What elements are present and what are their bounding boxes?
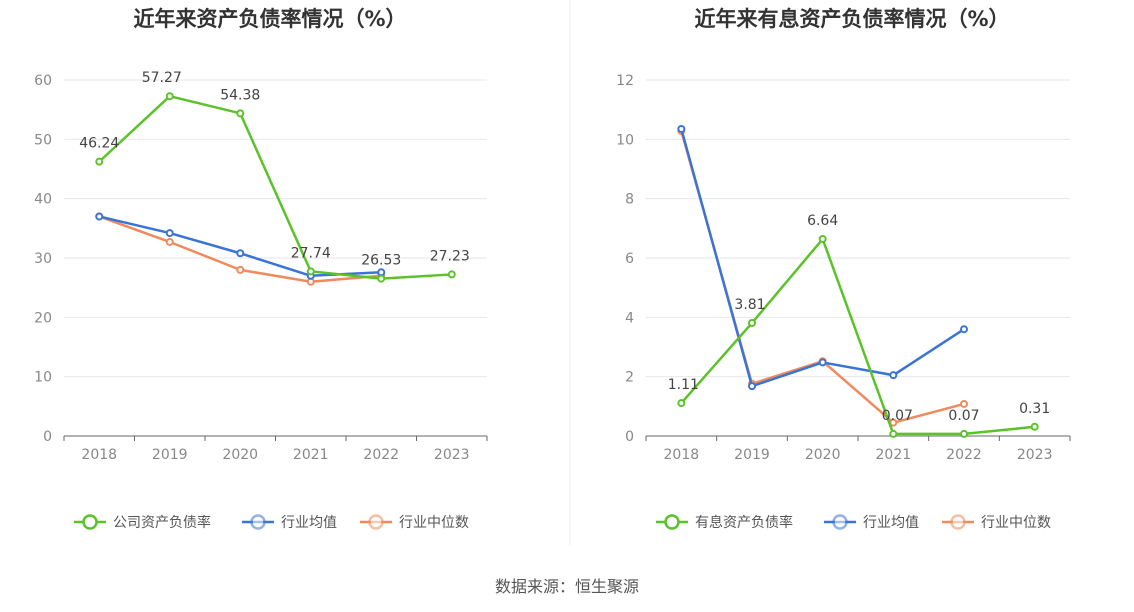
x-tick-label: 2023 [434,447,470,463]
legend-circle-swatch [368,514,384,530]
x-tick-label: 2023 [1017,447,1053,463]
x-tick-label: 2020 [222,447,258,463]
data-point[interactable] [960,429,968,438]
data-point[interactable] [95,157,104,166]
data-point[interactable] [889,371,898,380]
y-tick-label: 10 [616,132,634,148]
y-tick-label: 8 [625,192,634,208]
x-tick-label: 2018 [664,447,700,463]
data-point[interactable] [95,212,104,221]
y-tick-label: 0 [625,429,634,445]
data-point[interactable] [960,325,968,334]
series-line [98,94,452,280]
data-label: 27.74 [291,245,331,261]
x-tick-label: 2019 [734,447,770,463]
legend-label: 有息资产负债率 [695,514,793,531]
data-label: 0.07 [948,408,979,424]
y-tick-label: 50 [34,132,52,148]
chart-title: 近年来有息资产负债率情况（%） [694,7,1009,31]
chart-panel-interest-debt-ratio: 近年来有息资产负债率情况（%） 0 2 4 6 8 10 12 2018 2019 2020 2021… [616,7,1071,531]
y-tick-label: 20 [34,310,52,326]
x-tick-label: 2019 [152,447,188,463]
data-label: 26.53 [361,253,401,269]
y-tick-label: 4 [625,310,634,326]
y-tick-label: 60 [34,73,52,89]
data-point[interactable] [677,399,686,408]
y-tick-label: 12 [616,73,634,89]
data-label: 54.38 [220,87,260,103]
data-point[interactable] [306,267,315,276]
y-tick-label: 6 [625,251,634,267]
data-point[interactable] [236,249,245,258]
y-tick-label: 30 [34,251,52,267]
legend-item[interactable]: 行业均值 [824,514,919,531]
legend-item[interactable]: 行业均值 [242,514,337,531]
legend-circle-swatch [250,514,266,530]
data-point[interactable] [236,265,245,274]
data-label: 1.11 [668,377,699,393]
x-tick-label: 2022 [363,447,399,463]
legend-label: 行业均值 [281,515,337,531]
data-source-text: 数据来源：恒生聚源 [495,577,639,596]
data-point[interactable] [960,399,968,408]
data-point[interactable] [818,358,827,367]
data-point[interactable] [447,270,456,279]
data-point[interactable] [748,318,756,327]
data-point[interactable] [377,274,386,283]
x-tick-label: 2020 [805,447,841,463]
legend-label: 行业中位数 [981,515,1051,531]
x-tick-label: 2018 [81,447,117,463]
legend-label: 行业均值 [863,515,919,531]
legend-item[interactable]: 行业中位数 [360,514,469,531]
legend-circle-swatch [832,514,848,530]
data-point[interactable] [748,382,756,391]
legend-item[interactable]: 有息资产负债率 [656,514,793,531]
data-label: 6.64 [807,213,838,229]
y-tick-label: 2 [625,370,634,386]
data-point[interactable] [165,92,174,101]
y-tick-label: 0 [43,429,52,445]
series-line [680,237,1035,436]
data-label: 0.31 [1019,401,1050,417]
data-point[interactable] [677,124,686,133]
y-tick-label: 10 [34,370,52,386]
legend-label: 行业中位数 [399,515,469,531]
x-tick-label: 2021 [876,447,912,463]
chart-panel-debt-ratio: 近年来资产负债率情况（%） 0 10 20 30 40 50 60 2018 2019 2020 20… [34,7,488,531]
x-tick-label: 2022 [946,447,982,463]
data-point[interactable] [818,235,827,244]
legend-item[interactable]: 行业中位数 [942,514,1051,531]
legend-item[interactable]: 公司资产负债率 [74,514,211,531]
legend-label: 公司资产负债率 [113,514,211,531]
data-point[interactable] [165,229,174,238]
data-label: 27.23 [430,248,470,264]
data-point[interactable] [1030,422,1039,431]
legend-circle-swatch [82,514,98,530]
data-point[interactable] [377,268,386,277]
y-tick-label: 40 [34,192,52,208]
series-line [680,130,965,424]
data-label: 57.27 [142,70,182,86]
legend-circle-swatch [664,514,680,530]
data-label: 46.24 [79,136,119,152]
data-label: 0.07 [882,408,913,424]
data-point[interactable] [889,429,898,438]
data-label: 3.81 [734,297,765,313]
legend-circle-swatch [950,514,966,530]
data-point[interactable] [165,237,174,246]
chart-title: 近年来资产负债率情况（%） [133,7,406,31]
x-tick-label: 2021 [293,447,329,463]
data-point[interactable] [236,109,245,118]
